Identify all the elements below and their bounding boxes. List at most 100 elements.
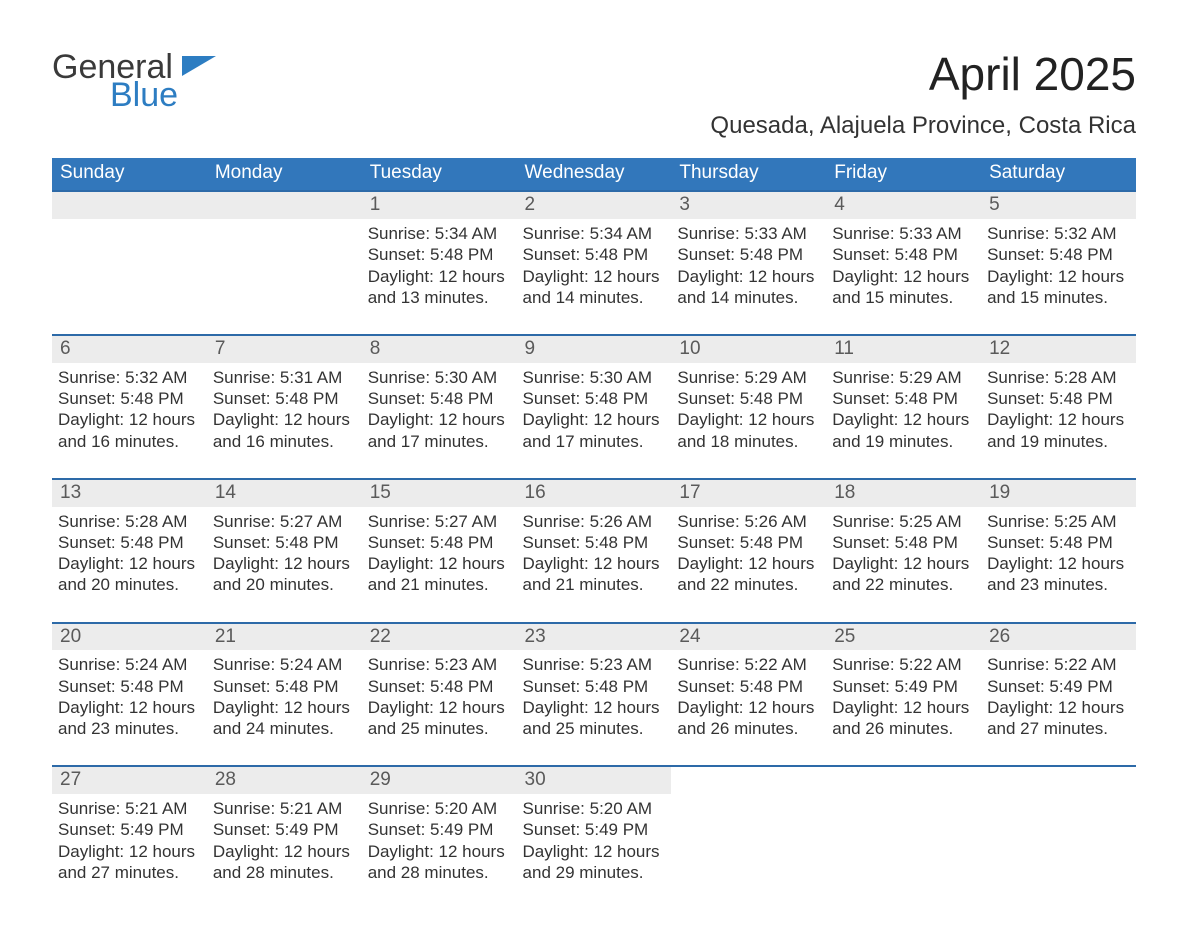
calendar-day-cell: 4Sunrise: 5:33 AMSunset: 5:48 PMDaylight… [826, 191, 981, 335]
daylight-line: Daylight: 12 hours and 26 minutes. [677, 697, 820, 740]
sunset-line: Sunset: 5:49 PM [368, 819, 511, 840]
brand-logo: General Blue [52, 50, 216, 112]
sunset-line: Sunset: 5:48 PM [987, 244, 1130, 265]
header-row: General Blue April 2025 Quesada, Alajuel… [52, 50, 1136, 140]
calendar-day-cell: 18 Sunrise: 5:25 AMSunset: 5:48 PMDayligh… [826, 479, 981, 623]
daylight-line: Daylight: 12 hours and 23 minutes. [987, 553, 1130, 596]
sunrise-line: Sunrise: 5:30 AM [368, 367, 511, 388]
sunrise-line: Sunrise: 5:27 AM [368, 511, 511, 532]
calendar-day-cell: 30Sunrise: 5:20 AMSunset: 5:49 PMDayligh… [517, 766, 672, 909]
daylight-line: Daylight: 12 hours and 22 minutes. [832, 553, 975, 596]
day-number-bar: 30 [517, 767, 672, 794]
sunrise-line: Sunrise: 5:23 AM [368, 654, 511, 675]
calendar-day-cell: 6Sunrise: 5:32 AMSunset: 5:48 PMDaylight… [52, 335, 207, 479]
sunrise-line: Sunrise: 5:34 AM [368, 223, 511, 244]
calendar-day-cell: 27Sunrise: 5:21 AMSunset: 5:49 PMDayligh… [52, 766, 207, 909]
sunrise-line: Sunrise: 5:33 AM [677, 223, 820, 244]
calendar-day-cell: 28Sunrise: 5:21 AMSunset: 5:49 PMDayligh… [207, 766, 362, 909]
sunrise-line: Sunrise: 5:26 AM [523, 511, 666, 532]
weekday-header: Wednesday [517, 158, 672, 191]
day-number-bar: 18 [826, 480, 981, 507]
sunset-line: Sunset: 5:48 PM [523, 532, 666, 553]
sunset-line: Sunset: 5:48 PM [58, 388, 201, 409]
daylight-line: Daylight: 12 hours and 16 minutes. [213, 409, 356, 452]
calendar-day-cell: 17Sunrise: 5:26 AMSunset: 5:48 PMDayligh… [671, 479, 826, 623]
sunset-line: Sunset: 5:49 PM [987, 676, 1130, 697]
weekday-header: Tuesday [362, 158, 517, 191]
day-number-bar: 16 [517, 480, 672, 507]
calendar-day-cell: 29Sunrise: 5:20 AMSunset: 5:49 PMDayligh… [362, 766, 517, 909]
calendar-week-row: 6Sunrise: 5:32 AMSunset: 5:48 PMDaylight… [52, 335, 1136, 479]
sunset-line: Sunset: 5:48 PM [832, 532, 975, 553]
sunset-line: Sunset: 5:48 PM [368, 244, 511, 265]
sunset-line: Sunset: 5:48 PM [213, 388, 356, 409]
calendar-day-cell: 3Sunrise: 5:33 AMSunset: 5:48 PMDaylight… [671, 191, 826, 335]
daylight-line: Daylight: 12 hours and 28 minutes. [213, 841, 356, 884]
daylight-line: Daylight: 12 hours and 25 minutes. [523, 697, 666, 740]
daylight-line: Daylight: 12 hours and 27 minutes. [58, 841, 201, 884]
sunrise-line: Sunrise: 5:32 AM [987, 223, 1130, 244]
sunrise-line: Sunrise: 5:29 AM [677, 367, 820, 388]
sunrise-line: Sunrise: 5:31 AM [213, 367, 356, 388]
calendar-day-cell: 21Sunrise: 5:24 AMSunset: 5:48 PMDayligh… [207, 623, 362, 767]
calendar-day-cell: 7Sunrise: 5:31 AMSunset: 5:48 PMDaylight… [207, 335, 362, 479]
daylight-line: Daylight: 12 hours and 13 minutes. [368, 266, 511, 309]
daylight-line: Daylight: 12 hours and 16 minutes. [58, 409, 201, 452]
sunset-line: Sunset: 5:49 PM [523, 819, 666, 840]
sunrise-line: Sunrise: 5:30 AM [523, 367, 666, 388]
daylight-line: Daylight: 12 hours and 29 minutes. [523, 841, 666, 884]
weekday-header: Monday [207, 158, 362, 191]
calendar-day-cell: 23Sunrise: 5:23 AMSunset: 5:48 PMDayligh… [517, 623, 672, 767]
day-number-bar: 15 [362, 480, 517, 507]
day-number-bar: 17 [671, 480, 826, 507]
daylight-line: Daylight: 12 hours and 22 minutes. [677, 553, 820, 596]
calendar-body: 1Sunrise: 5:34 AMSunset: 5:48 PMDaylight… [52, 191, 1136, 909]
sunrise-line: Sunrise: 5:20 AM [368, 798, 511, 819]
calendar-day-cell: 15Sunrise: 5:27 AMSunset: 5:48 PMDayligh… [362, 479, 517, 623]
flag-icon [182, 56, 216, 84]
day-number-bar [207, 192, 362, 219]
day-number-bar: 14 [207, 480, 362, 507]
calendar-day-cell: 1Sunrise: 5:34 AMSunset: 5:48 PMDaylight… [362, 191, 517, 335]
day-number-bar: 24 [671, 624, 826, 651]
sunset-line: Sunset: 5:48 PM [677, 388, 820, 409]
calendar-header: SundayMondayTuesdayWednesdayThursdayFrid… [52, 158, 1136, 191]
sunrise-line: Sunrise: 5:28 AM [58, 511, 201, 532]
daylight-line: Daylight: 12 hours and 14 minutes. [523, 266, 666, 309]
day-number-bar: 23 [517, 624, 672, 651]
weekday-row: SundayMondayTuesdayWednesdayThursdayFrid… [52, 158, 1136, 191]
sunrise-line: Sunrise: 5:32 AM [58, 367, 201, 388]
day-number-bar: 22 [362, 624, 517, 651]
sunset-line: Sunset: 5:49 PM [213, 819, 356, 840]
calendar-day-cell: 22Sunrise: 5:23 AMSunset: 5:48 PMDayligh… [362, 623, 517, 767]
sunset-line: Sunset: 5:48 PM [832, 388, 975, 409]
calendar-day-cell: 5Sunrise: 5:32 AMSunset: 5:48 PMDaylight… [981, 191, 1136, 335]
calendar-day-cell: 14Sunrise: 5:27 AMSunset: 5:48 PMDayligh… [207, 479, 362, 623]
calendar-day-cell: 8Sunrise: 5:30 AMSunset: 5:48 PMDaylight… [362, 335, 517, 479]
day-number-bar: 11 [826, 336, 981, 363]
daylight-line: Daylight: 12 hours and 26 minutes. [832, 697, 975, 740]
sunset-line: Sunset: 5:48 PM [677, 676, 820, 697]
daylight-line: Daylight: 12 hours and 18 minutes. [677, 409, 820, 452]
sunset-line: Sunset: 5:48 PM [368, 532, 511, 553]
weekday-header: Friday [826, 158, 981, 191]
sunset-line: Sunset: 5:48 PM [368, 388, 511, 409]
sunset-line: Sunset: 5:48 PM [832, 244, 975, 265]
sunset-line: Sunset: 5:48 PM [677, 532, 820, 553]
location-subtitle: Quesada, Alajuela Province, Costa Rica [710, 112, 1136, 140]
sunrise-line: Sunrise: 5:21 AM [213, 798, 356, 819]
sunset-line: Sunset: 5:48 PM [987, 388, 1130, 409]
sunrise-line: Sunrise: 5:29 AM [832, 367, 975, 388]
daylight-line: Daylight: 12 hours and 17 minutes. [523, 409, 666, 452]
sunrise-line: Sunrise: 5:33 AM [832, 223, 975, 244]
calendar-day-cell: 16Sunrise: 5:26 AMSunset: 5:48 PMDayligh… [517, 479, 672, 623]
calendar-week-row: 20Sunrise: 5:24 AMSunset: 5:48 PMDayligh… [52, 623, 1136, 767]
sunset-line: Sunset: 5:48 PM [987, 532, 1130, 553]
sunset-line: Sunset: 5:48 PM [58, 676, 201, 697]
sunrise-line: Sunrise: 5:25 AM [832, 511, 975, 532]
daylight-line: Daylight: 12 hours and 20 minutes. [58, 553, 201, 596]
calendar-page: General Blue April 2025 Quesada, Alajuel… [0, 0, 1188, 949]
sunrise-line: Sunrise: 5:34 AM [523, 223, 666, 244]
daylight-line: Daylight: 12 hours and 27 minutes. [987, 697, 1130, 740]
sunrise-line: Sunrise: 5:28 AM [987, 367, 1130, 388]
